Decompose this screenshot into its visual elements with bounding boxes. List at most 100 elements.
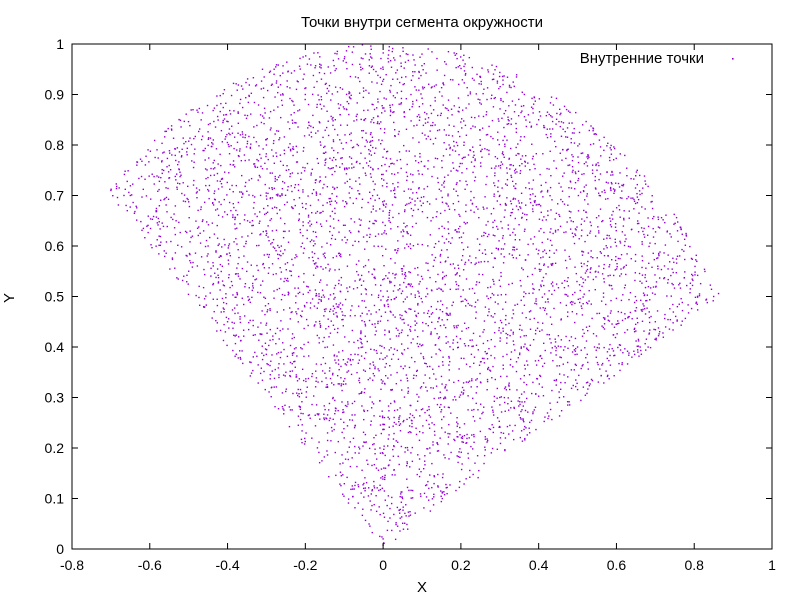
scatter-point bbox=[202, 305, 205, 308]
scatter-point bbox=[476, 455, 479, 457]
scatter-point bbox=[381, 536, 383, 538]
scatter-point bbox=[404, 209, 406, 211]
scatter-point bbox=[617, 320, 619, 322]
scatter-point bbox=[368, 319, 371, 322]
scatter-point bbox=[498, 279, 501, 281]
scatter-point bbox=[502, 308, 504, 310]
scatter-point bbox=[461, 172, 463, 174]
scatter-point bbox=[405, 150, 408, 152]
scatter-point bbox=[586, 268, 589, 271]
scatter-point bbox=[180, 126, 182, 128]
scatter-point bbox=[648, 332, 651, 334]
scatter-point bbox=[330, 167, 333, 170]
scatter-point bbox=[354, 353, 356, 355]
scatter-point bbox=[522, 268, 524, 271]
scatter-point bbox=[335, 303, 338, 305]
scatter-point bbox=[315, 236, 318, 238]
scatter-point bbox=[354, 76, 357, 78]
scatter-point bbox=[486, 438, 488, 440]
scatter-point bbox=[437, 321, 439, 323]
scatter-point bbox=[463, 221, 465, 224]
scatter-point bbox=[287, 294, 290, 296]
scatter-point bbox=[265, 139, 267, 141]
scatter-point bbox=[281, 93, 284, 95]
scatter-point bbox=[429, 474, 431, 476]
scatter-point bbox=[346, 100, 348, 103]
scatter-point bbox=[422, 330, 424, 332]
scatter-point bbox=[179, 231, 181, 234]
scatter-point bbox=[608, 348, 610, 350]
scatter-point bbox=[328, 270, 331, 272]
scatter-point bbox=[641, 255, 643, 257]
scatter-point bbox=[395, 423, 397, 425]
scatter-point bbox=[371, 65, 373, 67]
scatter-point bbox=[412, 100, 414, 103]
scatter-point bbox=[606, 145, 608, 147]
scatter-point bbox=[687, 312, 690, 314]
scatter-point bbox=[170, 216, 172, 219]
scatter-point bbox=[475, 93, 478, 95]
scatter-point bbox=[325, 220, 328, 222]
scatter-point bbox=[186, 274, 188, 276]
scatter-point bbox=[394, 277, 396, 279]
scatter-point bbox=[265, 324, 267, 326]
scatter-point bbox=[162, 152, 164, 154]
scatter-point bbox=[610, 226, 613, 228]
scatter-point bbox=[305, 380, 307, 383]
scatter-point bbox=[375, 147, 377, 149]
scatter-point bbox=[631, 356, 633, 358]
scatter-point bbox=[321, 289, 324, 291]
scatter-point bbox=[401, 491, 403, 493]
scatter-point bbox=[523, 295, 525, 298]
scatter-point bbox=[563, 105, 566, 108]
scatter-point bbox=[250, 92, 253, 94]
scatter-point bbox=[428, 427, 431, 429]
scatter-point bbox=[409, 247, 412, 250]
scatter-point bbox=[411, 489, 414, 492]
scatter-point bbox=[633, 200, 636, 202]
scatter-point bbox=[155, 211, 157, 213]
scatter-point bbox=[289, 370, 291, 373]
scatter-point bbox=[363, 321, 366, 323]
scatter-point bbox=[275, 249, 277, 252]
scatter-point bbox=[362, 236, 365, 238]
scatter-point bbox=[267, 225, 269, 227]
scatter-point bbox=[509, 168, 511, 170]
scatter-point bbox=[144, 237, 146, 239]
scatter-point bbox=[492, 266, 494, 268]
scatter-point bbox=[505, 389, 508, 391]
scatter-point bbox=[176, 186, 178, 188]
scatter-point bbox=[384, 311, 387, 313]
scatter-point bbox=[567, 376, 569, 378]
scatter-point bbox=[415, 409, 417, 411]
scatter-point bbox=[397, 226, 399, 228]
scatter-point bbox=[270, 84, 273, 87]
scatter-point bbox=[217, 163, 219, 165]
scatter-point bbox=[220, 178, 223, 180]
scatter-point bbox=[372, 364, 375, 366]
scatter-point bbox=[482, 331, 484, 333]
scatter-point bbox=[348, 92, 350, 95]
scatter-point bbox=[489, 370, 492, 372]
scatter-point bbox=[478, 249, 481, 251]
scatter-point bbox=[231, 184, 233, 187]
scatter-point bbox=[240, 159, 243, 162]
scatter-point bbox=[526, 348, 528, 351]
scatter-point bbox=[624, 331, 626, 334]
scatter-point bbox=[307, 291, 309, 294]
scatter-point bbox=[357, 502, 359, 504]
scatter-point bbox=[486, 148, 488, 151]
scatter-point bbox=[220, 102, 222, 105]
scatter-point bbox=[155, 210, 157, 212]
scatter-point bbox=[658, 277, 661, 279]
scatter-point bbox=[530, 126, 532, 128]
scatter-point bbox=[470, 199, 472, 201]
scatter-point bbox=[407, 59, 410, 62]
scatter-point bbox=[476, 238, 479, 240]
scatter-point bbox=[603, 254, 606, 257]
scatter-point bbox=[440, 500, 443, 503]
scatter-point bbox=[381, 233, 383, 235]
scatter-point bbox=[398, 418, 400, 420]
scatter-point bbox=[439, 212, 442, 215]
scatter-point bbox=[318, 71, 321, 74]
